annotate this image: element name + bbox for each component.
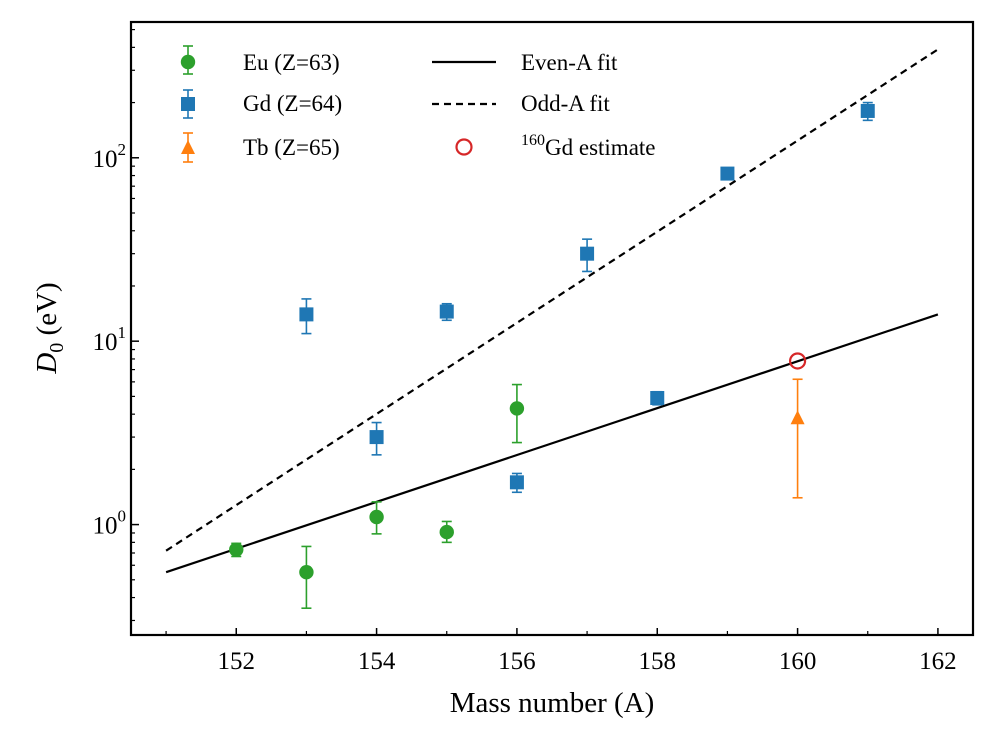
- series-line-3: [165, 313, 939, 574]
- y-axis-label-unit: (eV): [31, 282, 63, 342]
- y-tick-label-exp: 0: [118, 507, 127, 526]
- data-point-s1-p3: [509, 472, 524, 494]
- y-tick-label-base: 10: [93, 329, 118, 356]
- legend-label-gd-estimate-rest: Gd estimate: [545, 135, 656, 160]
- y-tick-label-base: 10: [93, 146, 118, 173]
- data-point-s1-p5: [650, 390, 665, 406]
- y-tick-label-base: 10: [93, 513, 118, 540]
- data-point-s0-p0: [229, 542, 244, 558]
- legend-marker-gd-estimate: [455, 138, 473, 156]
- data-point-s1-p0: [299, 298, 314, 335]
- y-axis-label: D0 (eV): [31, 282, 68, 374]
- y-axis-label-sub: 0: [46, 343, 68, 353]
- y-axis-label-main: D: [31, 353, 63, 375]
- x-axis-label: Mass number (A): [450, 687, 655, 719]
- data-point-s0-p2: [369, 501, 384, 535]
- marker-circle: [439, 524, 454, 540]
- marker-square: [650, 391, 665, 406]
- marker-open-circle: [788, 352, 807, 370]
- data-point-s1-p1: [369, 421, 384, 456]
- legend-label-tb: Tb (Z=65): [243, 135, 340, 160]
- data-point-s1-p6: [720, 166, 735, 181]
- x-tick-label-156: 156: [498, 648, 536, 675]
- x-tick-label-160: 160: [779, 648, 817, 675]
- data-point-s2-p0: [790, 378, 805, 499]
- y-tick-label-exp: 2: [118, 140, 127, 159]
- data-point-s0-p4: [509, 383, 525, 444]
- legend-label-gd-estimate-sup: 160: [521, 132, 545, 149]
- marker-square: [369, 430, 384, 445]
- marker-circle: [229, 542, 244, 557]
- x-tick-label-154: 154: [358, 648, 396, 675]
- data-point-s1-p4: [580, 238, 595, 273]
- data-point-s1-p2: [439, 302, 454, 322]
- legend-marker-tb: [181, 132, 195, 163]
- y-tick-label-10: 101: [93, 323, 127, 356]
- legend-marker-eu: [180, 45, 196, 75]
- legend-marker-gd: [181, 89, 195, 119]
- x-tick-label-158: 158: [639, 648, 677, 675]
- y-tick-label-100: 102: [93, 140, 127, 173]
- data-point-s0-p3: [439, 520, 454, 544]
- marker-square: [299, 307, 314, 322]
- marker-square: [439, 304, 454, 319]
- marker-circle: [509, 401, 525, 416]
- data-point-s0-p1: [299, 545, 314, 610]
- y-tick-label-1: 100: [93, 507, 127, 540]
- plot-frame: [129, 20, 975, 637]
- marker-circle: [369, 509, 384, 525]
- series-line-4: [165, 48, 939, 552]
- data-point-s5-p0: [788, 352, 807, 370]
- legend-label-eu: Eu (Z=63): [243, 50, 340, 75]
- marker-square: [509, 475, 524, 490]
- marker-square: [720, 166, 735, 181]
- marker-triangle: [790, 410, 805, 425]
- y-tick-label-exp: 1: [118, 323, 127, 342]
- series-layer: [165, 48, 939, 610]
- legend: Eu (Z=63) Gd (Z=64) Tb (Z=65) Even-A fit…: [180, 45, 656, 163]
- marker-square: [580, 246, 595, 261]
- legend-label-odd-fit: Odd-A fit: [521, 91, 610, 116]
- legend-label-even-fit: Even-A fit: [521, 50, 618, 75]
- legend-label-gd: Gd (Z=64): [243, 91, 342, 116]
- legend-label-gd-estimate: 160Gd estimate: [521, 132, 656, 160]
- x-tick-label-152: 152: [218, 648, 256, 675]
- data-point-s1-p7: [860, 101, 875, 122]
- marker-square: [860, 103, 875, 118]
- marker-circle: [299, 564, 314, 580]
- x-tick-label-162: 162: [919, 648, 957, 675]
